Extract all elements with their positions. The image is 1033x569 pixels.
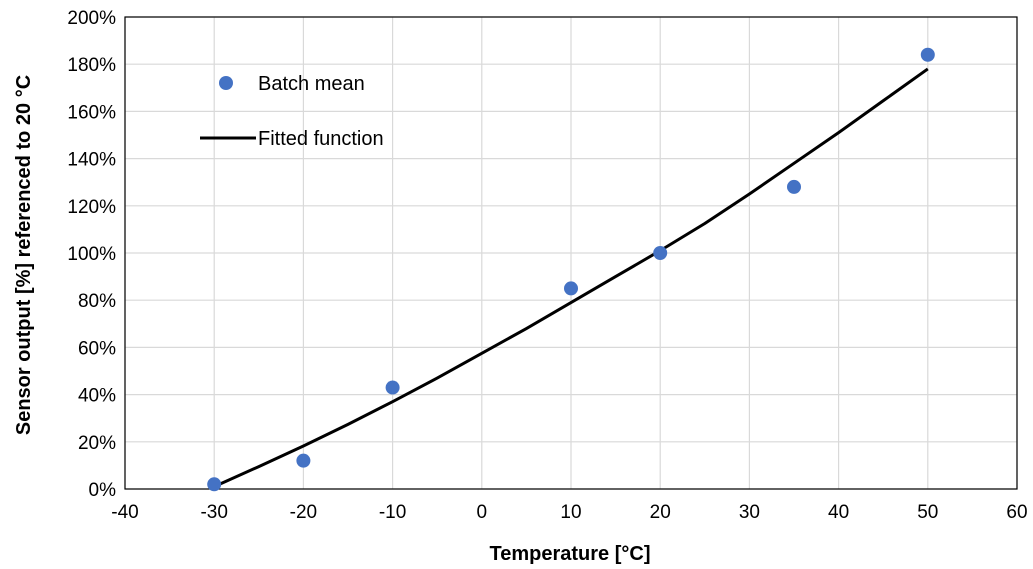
x-tick-label: 10	[560, 502, 581, 523]
plot-area	[124, 16, 1018, 490]
legend: Batch mean Fitted function	[200, 73, 384, 150]
legend-marker-batch-mean	[219, 76, 233, 90]
batch-mean-point	[385, 380, 400, 395]
y-axis-title: Sensor output [%] referenced to 20 °C	[13, 75, 35, 435]
x-tick-label: -10	[379, 502, 406, 523]
batch-mean-point	[653, 246, 668, 260]
batch-mean-point	[787, 179, 801, 194]
x-tick-label: 20	[650, 502, 671, 523]
y-tick-label: 0%	[89, 480, 117, 501]
x-axis-title: Temperature [°C]	[490, 543, 651, 565]
y-tick-label: 120%	[67, 197, 116, 218]
x-tick-label: 60	[1006, 502, 1027, 523]
y-tick-label: 140%	[67, 150, 116, 171]
batch-mean-point	[564, 281, 578, 296]
legend-label: Fitted function	[258, 128, 384, 150]
y-tick-label: 20%	[78, 433, 116, 454]
x-tick-label: -30	[200, 502, 227, 523]
batch-mean-point	[296, 453, 311, 468]
batch-mean-point	[920, 47, 935, 62]
y-tick-label: 40%	[78, 386, 116, 407]
batch-mean-point	[207, 477, 222, 492]
y-tick-label: 160%	[67, 102, 116, 123]
y-tick-label: 60%	[78, 338, 116, 359]
legend-label: Batch mean	[258, 73, 365, 95]
fitted-function-line	[213, 67, 929, 489]
y-tick-label: 100%	[67, 244, 116, 265]
x-tick-label: 30	[739, 502, 760, 523]
y-tick-label: 180%	[67, 55, 116, 76]
x-tick-label: 50	[917, 502, 938, 523]
y-tick-label: 80%	[78, 291, 116, 312]
x-tick-label: -40	[111, 502, 138, 523]
y-tick-label: 200%	[67, 8, 116, 29]
x-tick-label: 0	[477, 502, 488, 523]
tick-labels: -40 -30 -20 -10 0 10 20 30 40 50 60 0% 20% 40% 60% 80% 1…	[67, 8, 1027, 523]
series-layer	[207, 47, 935, 492]
x-tick-label: 40	[828, 502, 849, 523]
x-tick-label: -20	[290, 502, 317, 523]
